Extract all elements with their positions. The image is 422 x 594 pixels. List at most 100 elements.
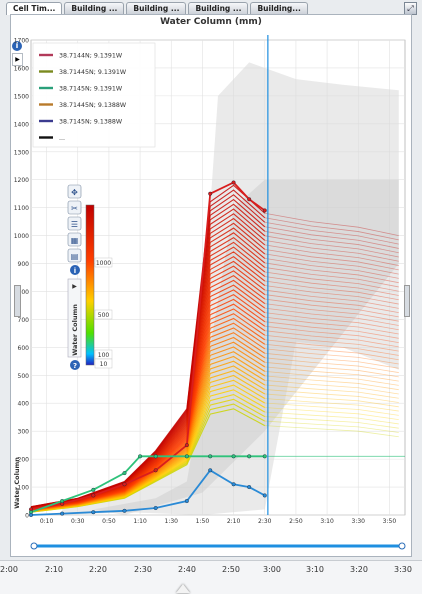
data-point <box>247 454 252 459</box>
forecast-line <box>264 235 399 258</box>
forecast-line <box>264 343 399 361</box>
forecast-line <box>264 226 399 249</box>
tab-bar: Cell Tim... Building ... Building ... Bu… <box>6 2 404 15</box>
y-axis-label: Water Column <box>13 457 21 509</box>
ensemble-line <box>30 184 266 508</box>
forecast-line <box>264 334 399 352</box>
forecast-line <box>264 357 399 373</box>
forecast-line <box>264 248 399 271</box>
forecast-line <box>264 262 399 284</box>
x-tick-label: 0:30 <box>71 518 85 525</box>
forecast-line <box>264 384 399 399</box>
x-tick-label: 3:50 <box>383 518 397 525</box>
data-point <box>231 180 236 185</box>
timeline-tick-label: 2:50 <box>222 565 240 574</box>
y-tick-label: 400 <box>18 401 30 408</box>
water-column-chart: 0 100 200 300 400 500 600 700 800 900 1000 1100 1200… <box>13 35 406 550</box>
legend-box <box>32 42 156 148</box>
play-icon[interactable]: ▶ <box>12 53 23 66</box>
forecast-line <box>264 380 399 395</box>
data-point <box>208 468 213 473</box>
help-glyph: ? <box>73 362 77 370</box>
x-tick-label: 1:50 <box>196 518 210 525</box>
data-point <box>122 471 127 476</box>
forecast-line <box>264 398 399 412</box>
tab-building-2[interactable]: Building ... <box>126 2 187 15</box>
y-tick-label: 900 <box>18 261 30 268</box>
tab-building-3[interactable]: Building ... <box>188 2 249 15</box>
legend-label: 38.71445N; 9.1388W <box>59 102 127 109</box>
data-point <box>91 487 96 492</box>
forecast-line <box>264 258 399 279</box>
timeline-tick-label: 2:40 <box>178 565 196 574</box>
uncertainty-band <box>62 62 399 516</box>
x-tick-label: 3:30 <box>352 518 366 525</box>
colorbar-tick-box <box>94 257 113 268</box>
x-tick-label: 2:30 <box>258 518 272 525</box>
y-tick-label: 0 <box>25 513 29 520</box>
tools-icon[interactable] <box>67 200 82 215</box>
info-icon[interactable]: i <box>12 41 22 51</box>
x-tick-label: 0:10 <box>40 518 54 525</box>
colorbar-gradient <box>85 204 95 366</box>
chart-panel: Water Column (mm) i ▶ 0 100 200 300 400 500 60… <box>10 14 412 557</box>
data-point <box>262 493 267 498</box>
tab-building-1[interactable]: Building ... <box>64 2 125 15</box>
timeline-tick-label: 3:00 <box>263 565 281 574</box>
table-icon-glyph: ▦ <box>71 236 79 245</box>
y-tick-label: 800 <box>18 289 30 296</box>
data-point <box>184 443 189 448</box>
data-point <box>208 191 213 196</box>
y-tick-label: 200 <box>18 457 30 464</box>
forecast-line <box>264 212 399 236</box>
timeline-marker[interactable] <box>176 584 190 593</box>
timeline-tick-label: 3:10 <box>306 565 324 574</box>
tab-cell-timeline[interactable]: Cell Tim... <box>6 2 63 15</box>
colorbar-tick-box <box>94 309 113 320</box>
time-slider[interactable] <box>30 542 406 550</box>
forecast-line <box>264 321 399 339</box>
forecast-line <box>264 239 399 262</box>
data-point <box>247 197 252 202</box>
slider-handle-start[interactable] <box>30 542 38 550</box>
global-timeline[interactable]: 2:00 2:10 2:20 2:30 2:40 2:50 3:00 3:10 3:20 3:30 <box>0 560 422 594</box>
forecast-line <box>264 407 399 421</box>
forecast-line <box>264 294 399 314</box>
slider-handle-end[interactable] <box>398 542 406 550</box>
y-tick-label: 100 <box>18 485 30 492</box>
x-tick-label: 0:50 <box>102 518 116 525</box>
colorbar-tick-box <box>94 358 113 369</box>
right-collapse-handle[interactable] <box>404 285 410 317</box>
forecast-line <box>264 298 399 318</box>
data-point <box>60 499 65 504</box>
forecast-line <box>264 217 399 241</box>
left-collapse-handle[interactable] <box>14 285 21 317</box>
stack-icon[interactable] <box>67 248 82 263</box>
move-icon[interactable] <box>67 184 82 199</box>
colorbar-info-icon[interactable] <box>70 265 80 275</box>
forecast-line <box>264 253 399 275</box>
y-tick-label: 1300 <box>14 149 29 156</box>
help-icon[interactable] <box>70 360 80 370</box>
data-point <box>231 454 236 459</box>
timeline-tick-label: 2:20 <box>89 565 107 574</box>
colorbar: ✥ ✂ ☰ ▦ ▤ i ▶ Water Column 1000 500 100 10? <box>67 184 113 370</box>
timeline-tick-label: 3:20 <box>350 565 368 574</box>
forecast-line <box>264 375 399 391</box>
forecast-line <box>264 303 399 322</box>
colorbar-side-panel <box>67 278 82 358</box>
data-point <box>184 499 189 504</box>
data-point <box>122 482 127 487</box>
legend-label: 38.7144N; 9.1391W <box>59 53 123 60</box>
data-point <box>262 208 267 213</box>
series-line <box>30 469 266 516</box>
forecast-line <box>264 393 399 408</box>
table-icon[interactable] <box>67 232 82 247</box>
data-point <box>91 510 96 515</box>
axes: 0 100 200 300 400 500 600 700 800 900 1000 1100 1200… <box>13 38 396 526</box>
y-tick-label: 1400 <box>14 121 29 128</box>
layers-icon[interactable] <box>67 216 82 231</box>
y-tick-label: 1500 <box>14 93 29 100</box>
legend-label: 38.71445N; 9.1391W <box>59 69 127 76</box>
tab-building-4[interactable]: Building... <box>250 2 308 15</box>
